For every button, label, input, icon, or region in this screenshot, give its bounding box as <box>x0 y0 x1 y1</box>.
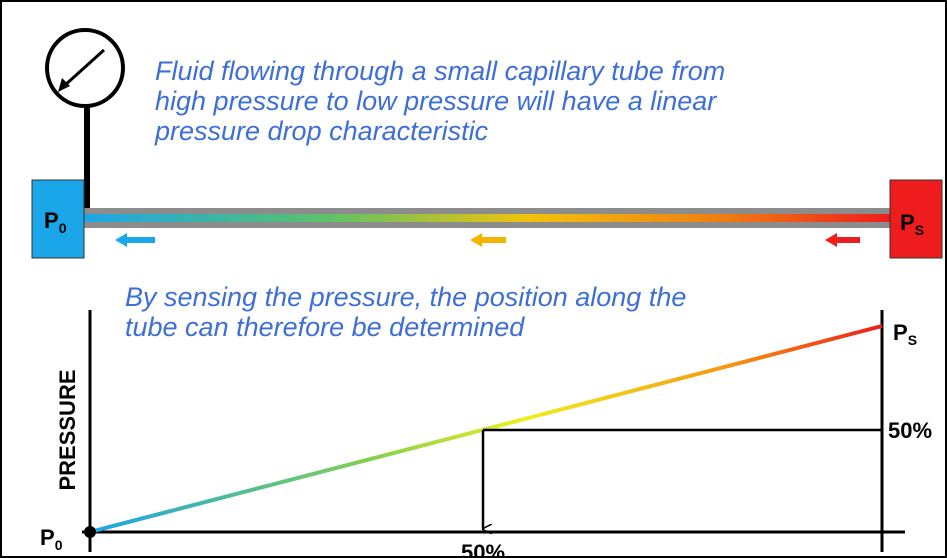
flow-arrow <box>115 233 155 247</box>
flow-arrow <box>470 233 506 247</box>
end-label: PS <box>893 320 917 348</box>
tube-right-label: PS <box>900 210 924 238</box>
low-pressure-box <box>31 179 85 259</box>
gauge-needle <box>62 48 106 88</box>
mid-pressure-label: 50% <box>888 418 932 443</box>
y-axis-label: PRESSURE <box>55 369 80 490</box>
tube-flow <box>84 214 892 222</box>
bottom-caption: By sensing the pressure, the position al… <box>125 282 694 342</box>
origin-label: P0 <box>40 525 63 553</box>
mid-position-label: 50% <box>461 540 505 558</box>
origin-dot <box>84 526 96 538</box>
high-pressure-box <box>889 179 943 259</box>
tube-left-label: P0 <box>44 208 67 236</box>
top-caption: Fluid flowing through a small capillary … <box>154 56 733 146</box>
flow-arrow <box>825 233 860 247</box>
gauge-needle-tip <box>58 78 70 92</box>
